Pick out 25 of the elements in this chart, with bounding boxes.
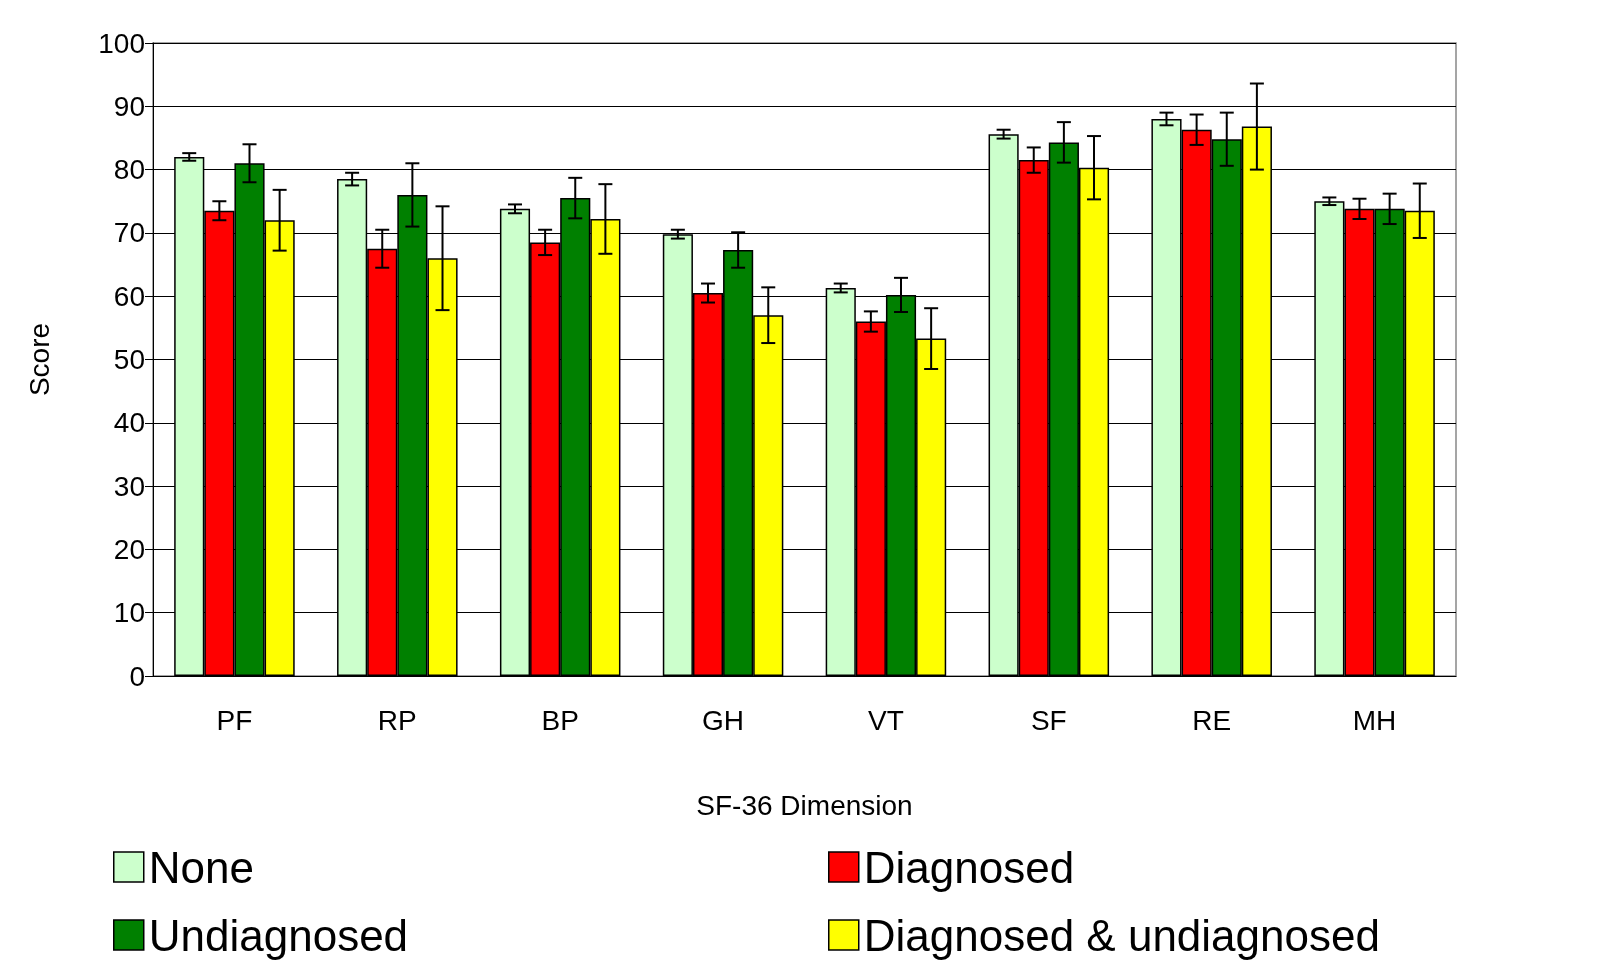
y-tick-label: 80 (113, 154, 145, 186)
x-tick-label: MH (1352, 704, 1397, 736)
x-tick-label: BP (541, 704, 579, 736)
y-tick-label: 40 (113, 407, 145, 439)
y-tick-label: 100 (98, 27, 145, 59)
y-axis-title: Score (23, 322, 55, 397)
legend-label: Diagnosed & undiagnosed (863, 910, 1380, 960)
x-tick-label: RE (1192, 704, 1232, 736)
x-tick-label: VT (868, 704, 904, 736)
y-tick-label: 10 (113, 597, 145, 629)
y-tick-label: 50 (113, 344, 145, 375)
x-tick-label: RP (377, 704, 417, 736)
legend-label: Diagnosed (863, 842, 1075, 892)
legend-label: Undiagnosed (148, 910, 409, 960)
x-axis-title: SF-36 Dimension (696, 789, 913, 821)
y-tick-label: 20 (113, 533, 145, 565)
x-tick-label: PF (216, 704, 253, 736)
x-tick-label: SF (1030, 704, 1067, 736)
y-tick-label: 70 (113, 217, 145, 249)
x-tick-label: GH (702, 704, 745, 736)
y-tick-label: 60 (113, 280, 145, 312)
y-tick-label: 90 (113, 90, 145, 122)
y-tick-label: 30 (113, 470, 145, 502)
y-tick-label: 0 (129, 660, 145, 692)
legend-label: None (148, 842, 254, 892)
